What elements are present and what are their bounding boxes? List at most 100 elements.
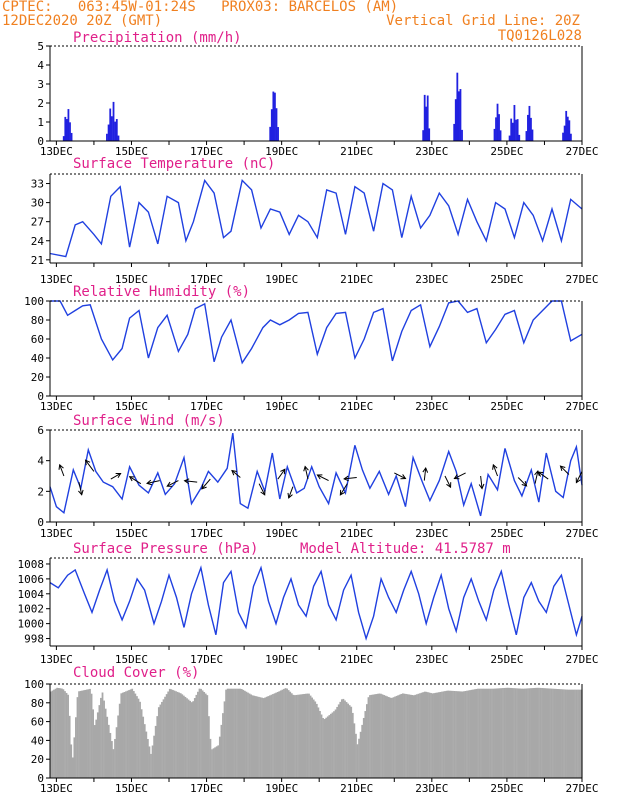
cloud-bar [386, 696, 389, 778]
cloud-bar [347, 703, 349, 778]
y-tick-label: 24 [31, 235, 45, 248]
wind-arrow [110, 473, 121, 480]
cloud-bar [292, 694, 295, 778]
wind-arrowhead [84, 459, 91, 466]
cloud-bar [286, 688, 288, 778]
cloud-bar [145, 731, 148, 778]
cloud-bar [328, 715, 331, 778]
wind-arrowhead [559, 465, 566, 472]
wind-arrow [146, 480, 160, 484]
cloud-bar [212, 748, 215, 778]
wind-arrowhead [339, 489, 345, 496]
cloud-bar [433, 693, 436, 778]
cloud-bar [488, 688, 490, 778]
cloud-bar [214, 747, 217, 778]
cloud-bar [175, 691, 177, 778]
x-tick-label: 15DEC [115, 782, 148, 795]
wind-arrow [560, 465, 570, 475]
x-tick-label: 21DEC [340, 145, 373, 158]
panel-title: Surface Temperature (nC) [73, 156, 275, 172]
cloud-bar [167, 691, 170, 778]
cloud-bar [103, 700, 105, 778]
cloud-bar [301, 694, 304, 778]
cloud-bar [125, 691, 127, 778]
cloud-bar [331, 712, 334, 778]
y-tick-label: 1004 [18, 588, 45, 601]
cloud-bar [209, 738, 212, 778]
cloud-bar [525, 688, 528, 778]
cloud-bar [365, 704, 368, 778]
cloud-bar [137, 698, 140, 778]
cloud-bar [547, 688, 550, 778]
cloud-bar [253, 695, 256, 778]
cloud-bar [273, 693, 276, 778]
x-tick-label: 15DEC [115, 273, 148, 286]
cloud-bar [489, 688, 492, 778]
x-tick-label: 21DEC [340, 527, 373, 540]
cloud-bar [222, 713, 224, 778]
cloud-bar [248, 693, 251, 778]
cloud-bar [509, 687, 512, 778]
cloud-bar [106, 716, 109, 778]
cloud-bar [265, 696, 268, 778]
cloud-bar [148, 746, 151, 778]
cloud-bar [193, 698, 196, 778]
cloud-bar [225, 689, 227, 778]
y-tick-label: 30 [31, 197, 44, 210]
cloud-bar [533, 687, 536, 778]
cloud-bar [78, 691, 80, 778]
cloud-bar [370, 694, 373, 778]
cloud-bar [419, 693, 421, 778]
wind-arrowhead [521, 480, 528, 487]
cloud-bar [387, 697, 390, 778]
cloud-bar [71, 757, 74, 778]
precip-bar [518, 134, 521, 141]
cloud-bar [452, 690, 454, 778]
panel-title: Surface Wind (m/s) [73, 413, 225, 429]
wind-arrowhead [166, 481, 173, 487]
cloud-bar [401, 693, 404, 778]
wind-arrow [288, 486, 294, 499]
precip-bar [456, 72, 459, 141]
cloud-bar [161, 701, 163, 778]
cloud-bar [309, 695, 312, 778]
cloud-bar [190, 702, 193, 778]
cloud-bar [445, 690, 448, 778]
wind-arrowhead [115, 472, 122, 478]
cloud-bar [500, 688, 503, 778]
cloud-bar [211, 749, 213, 778]
precip-bar [516, 119, 519, 141]
x-tick-label: 25DEC [490, 400, 523, 413]
cloud-bar [128, 690, 130, 778]
cloud-bar [96, 712, 99, 778]
cloud-bar [93, 725, 96, 778]
cloud-bar [394, 696, 396, 778]
cloud-bar [53, 689, 55, 778]
cloud-bar [264, 697, 267, 778]
cloud-bar [553, 688, 556, 778]
cloud-bar [289, 691, 292, 778]
x-tick-label: 15DEC [115, 653, 148, 666]
cloud-bar [563, 689, 565, 778]
precip-bar [107, 124, 110, 141]
wind-arrow [277, 468, 286, 480]
series-line [49, 565, 583, 641]
cloud-bar [408, 694, 410, 778]
cloud-bar [283, 688, 285, 778]
cloud-bar [142, 716, 145, 778]
y-tick-label: 0 [37, 772, 44, 785]
cloud-bar [384, 695, 387, 778]
precip-bar [528, 105, 531, 141]
cloud-bar [436, 692, 439, 778]
cloud-bar [239, 688, 242, 778]
cloud-bar [146, 739, 149, 778]
y-tick-label: 80 [31, 697, 44, 710]
precip-bar [498, 114, 500, 141]
cloud-bar [60, 688, 63, 778]
cloud-bar [154, 725, 157, 778]
precip-bar [510, 118, 513, 141]
cloud-bar [430, 692, 432, 778]
wind-arrowhead [201, 483, 207, 490]
cloud-bar [139, 701, 141, 778]
panel-3: Surface Wind (m/s) 0 2 4 6 13DEC 15DEC 17DEC 19D… [37, 413, 598, 540]
